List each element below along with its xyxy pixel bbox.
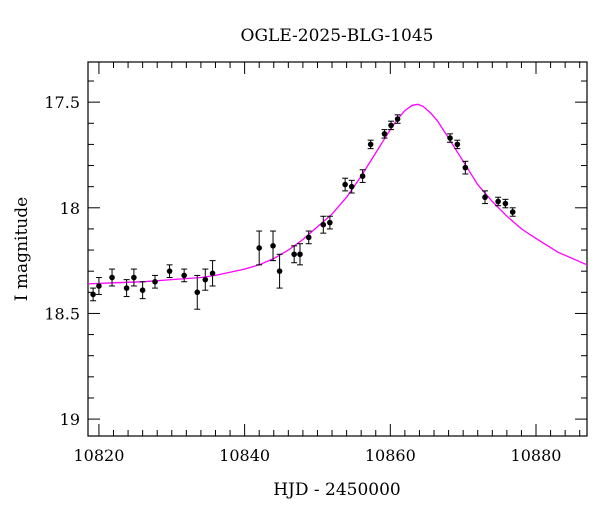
data-marker xyxy=(152,278,158,285)
data-marker xyxy=(131,274,137,281)
data-marker xyxy=(276,268,283,274)
data-point xyxy=(367,139,374,150)
data-marker xyxy=(342,181,348,188)
data-point xyxy=(291,245,298,264)
plot-frame xyxy=(87,61,588,437)
data-point xyxy=(296,243,303,266)
chart-title: OGLE-2025-BLG-1045 xyxy=(241,26,434,46)
data-point xyxy=(388,120,395,131)
data-point xyxy=(320,215,327,234)
data-point xyxy=(109,268,116,287)
y-tick-label: 18.5 xyxy=(44,304,80,323)
data-marker xyxy=(297,251,303,258)
data-point xyxy=(270,230,277,262)
data-marker xyxy=(123,285,130,291)
data-marker xyxy=(305,234,312,241)
x-tick-label: 10820 xyxy=(73,446,124,465)
data-point xyxy=(482,190,489,205)
y-axis-label: I magnitude xyxy=(12,197,32,301)
data-point xyxy=(181,268,188,283)
data-point xyxy=(123,279,130,298)
data-point xyxy=(194,274,201,310)
data-point xyxy=(276,253,283,289)
data-marker xyxy=(327,219,333,226)
data-point xyxy=(342,177,349,192)
data-marker xyxy=(139,287,146,294)
data-point xyxy=(152,274,159,289)
data-point xyxy=(509,207,516,217)
data-point xyxy=(166,264,173,279)
data-marker xyxy=(320,221,327,228)
data-marker xyxy=(359,173,366,179)
data-point xyxy=(209,260,216,287)
data-marker xyxy=(381,131,388,137)
axis-ticks xyxy=(88,62,587,436)
data-point xyxy=(90,287,97,302)
data-point xyxy=(394,114,401,124)
data-marker xyxy=(495,198,501,205)
data-point xyxy=(256,230,263,266)
data-marker xyxy=(367,141,374,148)
data-marker xyxy=(109,274,115,281)
data-point xyxy=(495,196,502,207)
data-marker xyxy=(454,141,461,148)
data-marker xyxy=(194,289,201,296)
data-marker xyxy=(348,183,355,190)
data-point xyxy=(130,268,137,287)
data-marker xyxy=(270,243,276,249)
data-point xyxy=(447,133,454,143)
data-marker xyxy=(482,194,488,201)
y-tick-labels: 17.5 18 18.5 19 xyxy=(44,93,80,429)
data-marker xyxy=(447,135,453,141)
data-marker xyxy=(166,268,173,274)
data-point xyxy=(348,179,355,194)
y-tick-label: 18 xyxy=(60,199,80,218)
data-marker xyxy=(96,283,102,289)
data-point xyxy=(454,139,461,150)
data-marker xyxy=(181,272,187,279)
data-marker xyxy=(291,251,297,258)
data-point xyxy=(502,198,509,209)
model-curve xyxy=(87,103,588,285)
data-points xyxy=(90,114,516,310)
data-point xyxy=(359,169,366,183)
data-marker xyxy=(394,116,401,122)
data-point xyxy=(202,268,209,291)
data-point xyxy=(305,230,312,245)
data-marker xyxy=(90,291,96,298)
data-point xyxy=(381,129,388,139)
y-tick-label: 19 xyxy=(60,410,80,429)
x-tick-label: 10840 xyxy=(219,446,270,465)
data-marker xyxy=(388,122,394,129)
data-point xyxy=(462,160,469,175)
data-marker xyxy=(209,270,216,277)
data-marker xyxy=(509,209,516,215)
x-axis-label: HJD - 2450000 xyxy=(273,480,401,500)
data-marker xyxy=(202,276,209,283)
x-tick-label: 10880 xyxy=(511,446,562,465)
x-tick-labels: 10820 10840 10860 10880 xyxy=(73,446,561,465)
x-tick-label: 10860 xyxy=(365,446,416,465)
data-point xyxy=(139,281,146,300)
data-marker xyxy=(256,245,262,251)
data-point xyxy=(326,215,333,230)
data-marker xyxy=(462,164,469,171)
data-point xyxy=(95,277,102,295)
data-marker xyxy=(502,200,509,207)
y-tick-label: 17.5 xyxy=(44,93,80,112)
